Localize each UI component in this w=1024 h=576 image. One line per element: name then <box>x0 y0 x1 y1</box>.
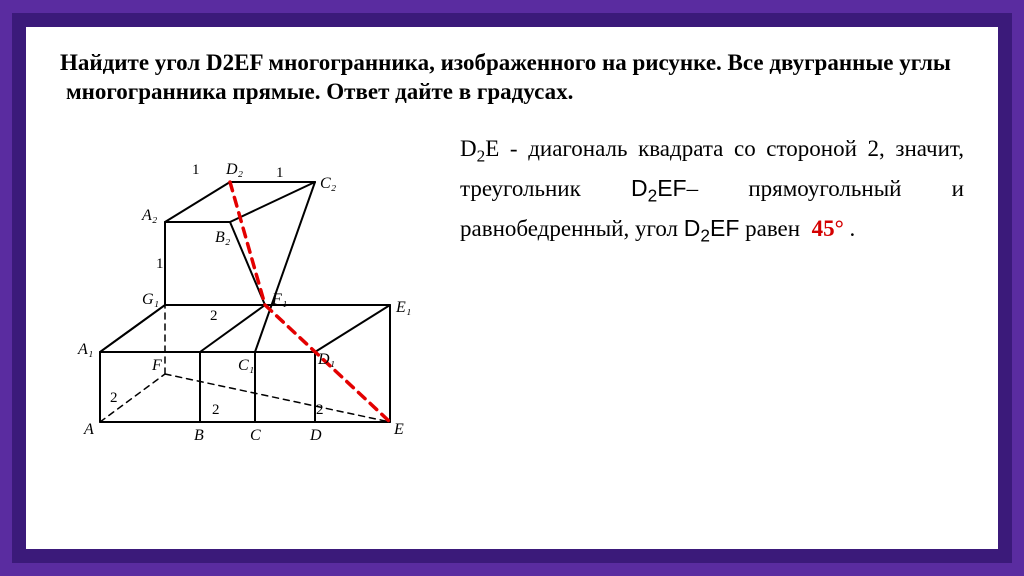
svg-text:A₂: A₂ <box>141 207 158 224</box>
polyhedron-diagram: A B C D E F A₁ C₁ D₁ G₁ F₁ E₁ A₂ B₂ D₂ C₂ 1 1 1 2 2 2 2 <box>60 117 440 467</box>
explanation-text: D2E - диагональ квадрата со стороной 2, … <box>460 117 964 251</box>
diagram-svg: A B C D E F A₁ C₁ D₁ G₁ F₁ E₁ A₂ B₂ D₂ C₂ 1 1 1 2 2 2 2 <box>60 117 440 467</box>
svg-text:G₁: G₁ <box>142 291 159 308</box>
content-row: A B C D E F A₁ C₁ D₁ G₁ F₁ E₁ A₂ B₂ D₂ C₂ 1 1 1 2 2 2 2 D2E - … <box>60 117 964 467</box>
svg-text:F₁: F₁ <box>271 291 287 308</box>
svg-text:D₁: D₁ <box>317 351 335 368</box>
svg-text:E: E <box>393 421 404 438</box>
svg-text:F: F <box>151 357 162 374</box>
svg-text:E₁: E₁ <box>395 299 411 316</box>
svg-text:C: C <box>250 427 261 444</box>
answer-value: 45° <box>812 216 844 241</box>
svg-text:2: 2 <box>212 402 220 418</box>
question-text: Найдите угол D2EF многогранника, изображ… <box>60 49 964 107</box>
svg-text:A₁: A₁ <box>77 341 93 358</box>
slide-frame: Найдите угол D2EF многогранника, изображ… <box>12 13 1012 563</box>
svg-text:2: 2 <box>210 308 218 324</box>
svg-text:1: 1 <box>156 256 164 272</box>
svg-text:2: 2 <box>110 390 118 406</box>
svg-text:B: B <box>194 427 204 444</box>
svg-text:C₂: C₂ <box>320 175 337 192</box>
svg-text:C₁: C₁ <box>238 357 254 374</box>
svg-text:D: D <box>309 427 322 444</box>
svg-text:2: 2 <box>316 402 324 418</box>
svg-text:B₂: B₂ <box>215 229 231 246</box>
svg-text:1: 1 <box>276 165 284 181</box>
svg-text:1: 1 <box>192 162 200 178</box>
svg-text:D₂: D₂ <box>225 161 244 178</box>
svg-text:A: A <box>83 421 94 438</box>
